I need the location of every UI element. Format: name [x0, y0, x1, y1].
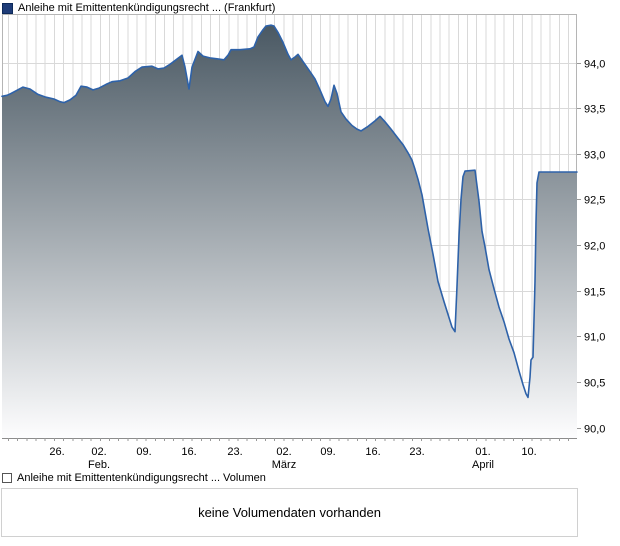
x-axis-tick-label: 10. — [521, 446, 536, 458]
x-axis-tick-label: 26. — [49, 446, 64, 458]
volume-panel: keine Volumendaten vorhanden — [1, 488, 578, 537]
volume-series-legend: Anleihe mit Emittentenkündigungsrecht ..… — [2, 472, 266, 484]
y-axis-tick-label: 93,0 — [584, 150, 605, 162]
price-series-legend: Anleihe mit Emittentenkündigungsrecht ..… — [2, 2, 275, 14]
x-axis-tick-label: 09. — [136, 446, 151, 458]
x-axis-tick-label: 01. — [475, 446, 490, 458]
y-axis-tick-label: 90,0 — [584, 424, 605, 436]
y-axis-tick-label: 93,5 — [584, 104, 605, 116]
x-axis-month-label: März — [272, 459, 296, 471]
volume-series-label: Anleihe mit Emittentenkündigungsrecht ..… — [17, 472, 266, 484]
y-axis-tick-label: 90,5 — [584, 378, 605, 390]
x-axis-tick-label: 16. — [365, 446, 380, 458]
y-axis-tick-label: 92,0 — [584, 241, 605, 253]
x-axis-tick-label: 02. — [91, 446, 106, 458]
price-area-fill — [2, 25, 577, 438]
no-volume-message: keine Volumendaten vorhanden — [198, 505, 381, 520]
x-axis-tick-label: 23. — [409, 446, 424, 458]
price-series-label: Anleihe mit Emittentenkündigungsrecht ..… — [18, 2, 276, 14]
y-axis-tick-label: 91,5 — [584, 287, 605, 299]
x-axis-tick-label: 16. — [181, 446, 196, 458]
x-axis-tick-label: 23. — [227, 446, 242, 458]
volume-series-swatch-icon — [2, 473, 12, 483]
price-series-swatch-icon — [2, 2, 13, 14]
y-axis-tick-label: 92,5 — [584, 195, 605, 207]
y-axis-tick-label: 94,0 — [584, 59, 605, 71]
x-axis-month-label: Feb. — [88, 459, 110, 471]
x-axis-tick-label: 02. — [276, 446, 291, 458]
price-line — [1, 24, 578, 399]
x-axis-tick-label: 09. — [320, 446, 335, 458]
y-axis-tick-label: 91,0 — [584, 332, 605, 344]
x-axis-month-label: April — [472, 459, 494, 471]
price-chart[interactable]: 94,0 93,5 93,0 92,5 92,0 91,5 91,0 90,5 90,0 26. 0… — [0, 0, 620, 471]
